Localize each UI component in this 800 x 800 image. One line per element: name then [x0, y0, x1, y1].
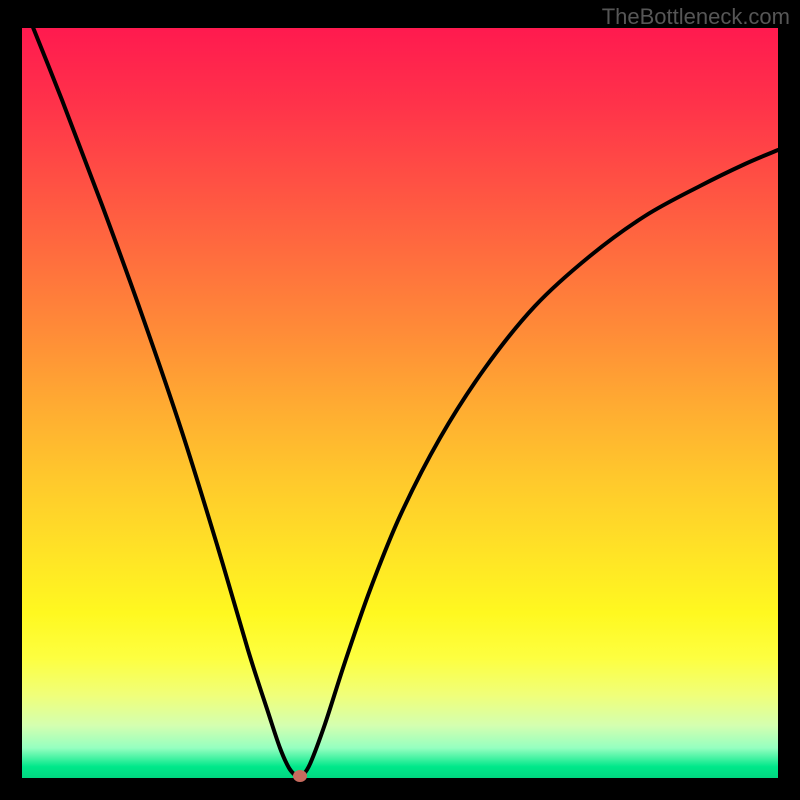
gradient-background	[22, 28, 778, 778]
chart-container: TheBottleneck.com	[0, 0, 800, 800]
plot-area	[22, 28, 778, 778]
watermark-text: TheBottleneck.com	[602, 4, 790, 30]
